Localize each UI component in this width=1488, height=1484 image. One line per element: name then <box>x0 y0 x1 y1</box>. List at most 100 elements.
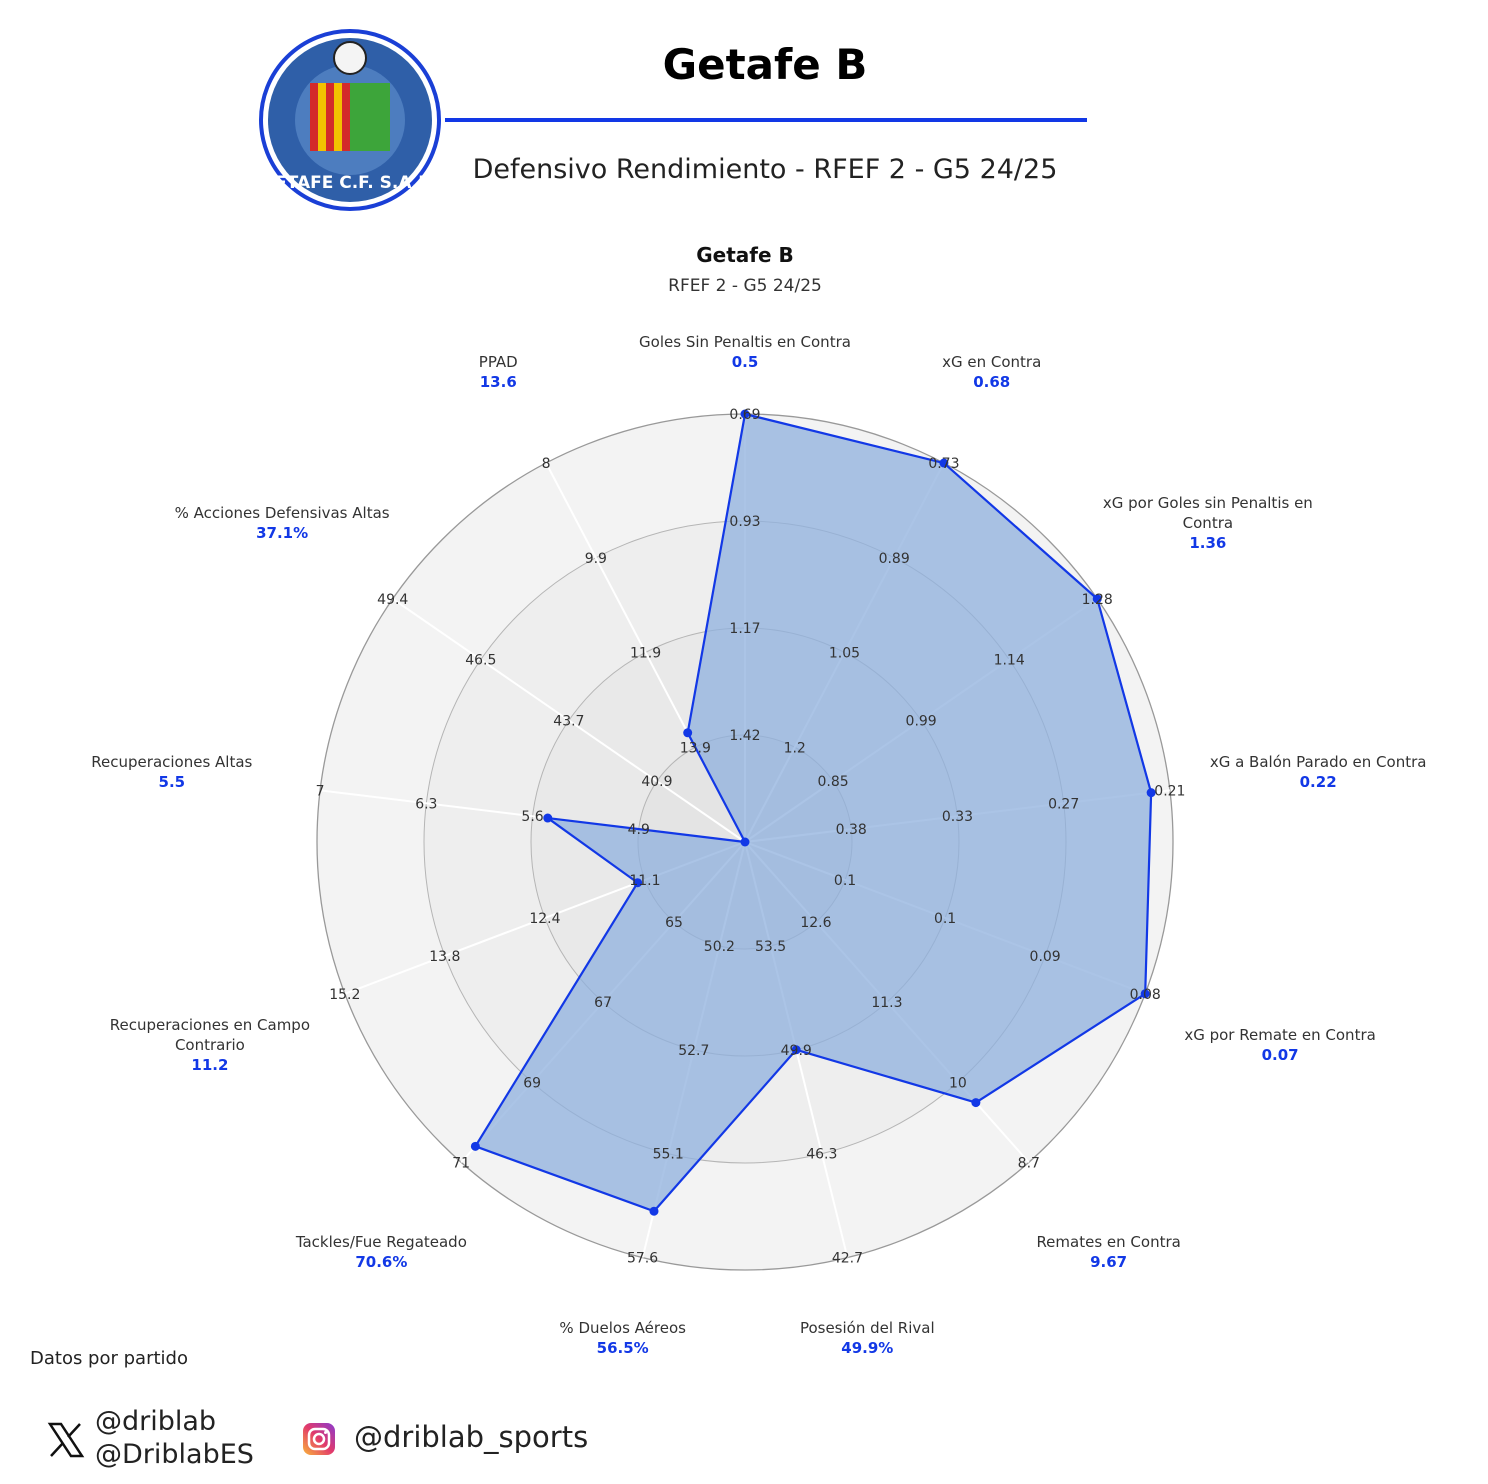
page-subtitle: Defensivo Rendimiento - RFEF 2 - G5 24/2… <box>472 154 1058 185</box>
tick-label: 0.69 <box>729 407 760 423</box>
axis-value: 9.67 <box>1090 1253 1128 1272</box>
axis-label: Tackles/Fue Regateado 70.6% <box>261 1232 501 1272</box>
axis-name: Tackles/Fue Regateado <box>295 1233 467 1252</box>
tick-label: 55.1 <box>653 1147 684 1163</box>
axis-name: Posesión del Rival <box>799 1319 935 1338</box>
axis-name: xG por Goles sin Penaltis en Contra <box>1102 493 1313 532</box>
data-point <box>683 728 693 738</box>
axis-label: Goles Sin Penaltis en Contra 0.5 <box>625 332 865 372</box>
data-point <box>971 1098 981 1108</box>
axis-label: xG a Balón Parado en Contra 0.22 <box>1198 752 1438 792</box>
data-point <box>740 409 750 419</box>
page-title: Getafe B <box>662 40 868 89</box>
axis-name: Recuperaciones Altas <box>91 753 253 772</box>
tick-label: 11.3 <box>871 995 902 1011</box>
tick-label: 0.99 <box>906 713 937 729</box>
tick-label: 12.6 <box>800 915 831 931</box>
data-point <box>1092 594 1102 604</box>
tick-label: 57.6 <box>627 1251 658 1267</box>
axis-label: xG por Goles sin Penaltis en Contra 1.36 <box>1088 493 1328 553</box>
instagram-icon[interactable] <box>302 1422 336 1456</box>
tick-label: 11.9 <box>630 646 661 662</box>
axis-name: % Duelos Aéreos <box>559 1319 686 1338</box>
tick-label: 0.93 <box>729 514 760 530</box>
axis-name: PPAD <box>478 352 518 371</box>
tick-label: 6.3 <box>415 796 437 812</box>
title-divider <box>445 118 1087 122</box>
axis-value: 0.07 <box>1261 1045 1299 1064</box>
tick-label: 5.6 <box>521 809 543 825</box>
axis-value: 56.5% <box>596 1339 649 1358</box>
tick-label: 69 <box>523 1075 541 1091</box>
tick-label: 1.05 <box>829 646 860 662</box>
spoke <box>392 598 746 843</box>
axis-name: Recuperaciones en Campo Contrario <box>109 1015 311 1054</box>
axis-value: 0.68 <box>973 372 1011 391</box>
tick-label: 52.7 <box>678 1043 709 1059</box>
axis-value: 0.22 <box>1299 773 1337 792</box>
data-point <box>633 878 643 888</box>
tick-label: 13.8 <box>429 949 460 965</box>
x-handles[interactable]: @driblab @DriblabES <box>95 1405 254 1471</box>
tick-label: 0.08 <box>1130 987 1161 1003</box>
x-logo-icon[interactable] <box>46 1420 86 1460</box>
axis-label: PPAD 13.6 <box>378 352 618 392</box>
axis-value: 5.5 <box>158 773 186 792</box>
svg-text:GETAFE C.F. S.A.D.: GETAFE C.F. S.A.D. <box>261 173 439 193</box>
x-handle-2[interactable]: @DriblabES <box>95 1439 254 1470</box>
tick-label: 0.33 <box>942 809 973 825</box>
axis-label: % Acciones Defensivas Altas 37.1% <box>162 503 402 543</box>
tick-label: 40.9 <box>641 774 672 790</box>
axis-label: Recuperaciones Altas 5.5 <box>52 752 292 792</box>
tick-label: 42.7 <box>832 1251 863 1267</box>
axis-value: 11.2 <box>191 1055 229 1074</box>
data-point <box>470 1141 480 1151</box>
axis-name: xG a Balón Parado en Contra <box>1209 753 1427 772</box>
axis-name: % Acciones Defensivas Altas <box>174 503 390 522</box>
axis-label: Recuperaciones en Campo Contrario 11.2 <box>90 1015 330 1075</box>
tick-label: 49.4 <box>377 592 408 608</box>
tick-label: 12.4 <box>529 911 560 927</box>
tick-label: 0.27 <box>1048 796 1079 812</box>
tick-label: 1.28 <box>1082 592 1113 608</box>
tick-label: 8.7 <box>1018 1155 1040 1171</box>
tick-label: 0.38 <box>836 822 867 838</box>
getafe-crest-logo: GETAFE C.F. S.A.D. <box>259 29 441 211</box>
axis-value: 37.1% <box>256 523 309 542</box>
axis-label: Remates en Contra 9.67 <box>989 1232 1229 1272</box>
data-point <box>1146 788 1156 798</box>
data-point <box>649 1206 659 1216</box>
data-point <box>543 813 553 823</box>
tick-label: 13.9 <box>680 740 711 756</box>
tick-label: 10 <box>949 1075 967 1091</box>
axis-label: % Duelos Aéreos 56.5% <box>503 1318 743 1358</box>
axis-name: xG en Contra <box>942 352 1042 371</box>
tick-label: 53.5 <box>755 939 786 955</box>
tick-label: 0.09 <box>1030 949 1061 965</box>
chart-subtitle: RFEF 2 - G5 24/25 <box>668 276 822 296</box>
x-handle-1[interactable]: @driblab <box>95 1406 217 1437</box>
tick-label: 46.3 <box>806 1147 837 1163</box>
tick-label: 1.17 <box>729 621 760 637</box>
tick-label: 0.73 <box>928 456 959 472</box>
data-point <box>1140 989 1150 999</box>
axis-value: 49.9% <box>841 1339 894 1358</box>
tick-label: 0.1 <box>834 873 856 889</box>
axis-name: Goles Sin Penaltis en Contra <box>639 333 851 351</box>
tick-label: 50.2 <box>704 939 735 955</box>
chart-title: Getafe B <box>696 243 794 267</box>
axis-label: xG por Remate en Contra 0.07 <box>1160 1025 1400 1065</box>
tick-label: 43.7 <box>553 713 584 729</box>
data-point <box>791 1045 801 1055</box>
tick-label: 46.5 <box>465 653 496 669</box>
tick-label: 9.9 <box>585 551 607 567</box>
tick-label: 11.1 <box>629 873 660 889</box>
instagram-handle[interactable]: @driblab_sports <box>354 1420 589 1454</box>
tick-label: 65 <box>665 915 683 931</box>
data-point <box>740 837 750 847</box>
axis-label: xG en Contra 0.68 <box>872 352 1112 392</box>
axis-name: xG por Remate en Contra <box>1184 1025 1376 1044</box>
tick-label: 0.89 <box>879 551 910 567</box>
data-area <box>474 412 1153 1213</box>
footnote: Datos por partido <box>30 1348 188 1369</box>
